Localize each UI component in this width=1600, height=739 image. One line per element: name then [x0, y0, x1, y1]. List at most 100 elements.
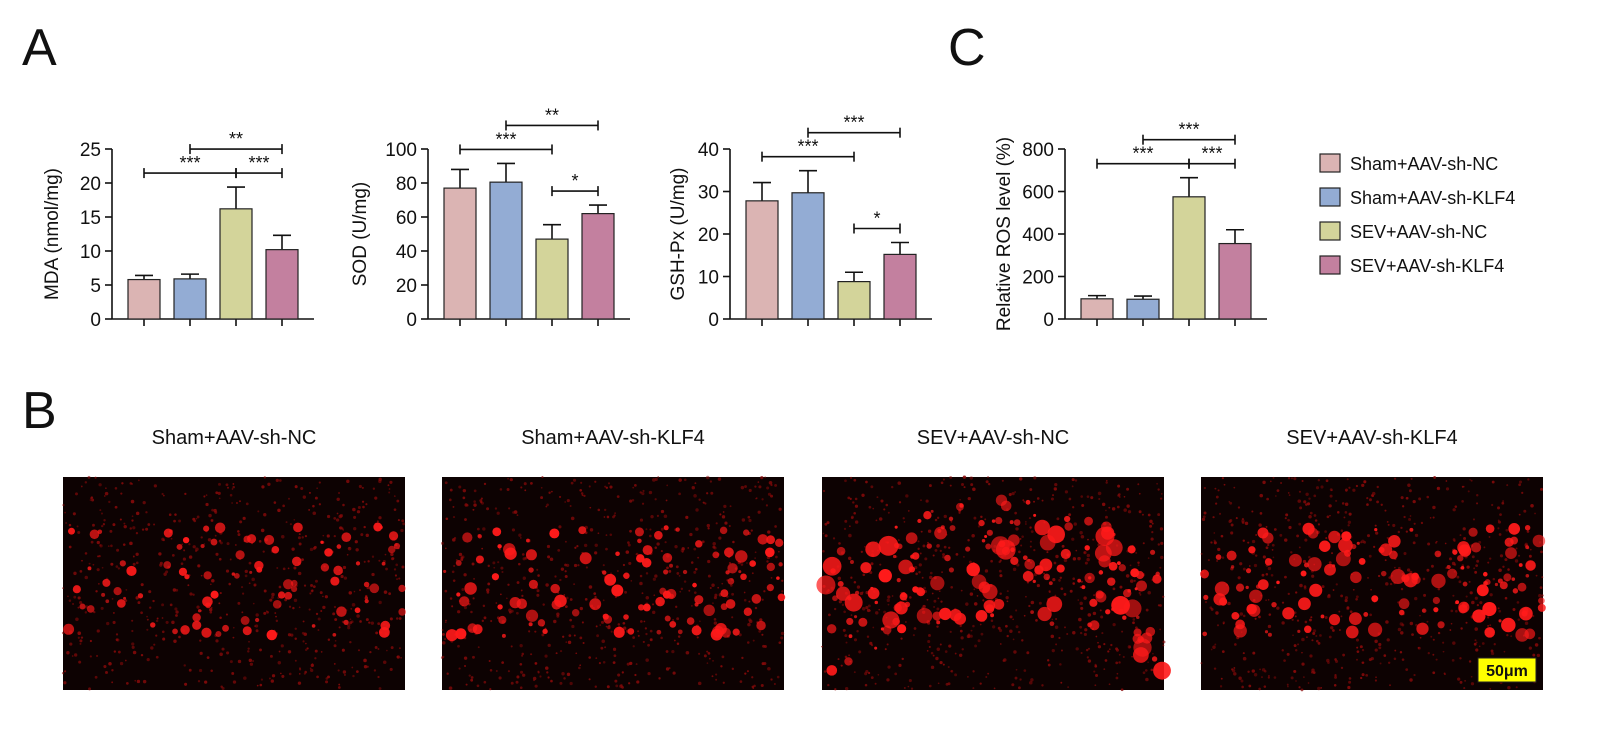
speckle	[1374, 639, 1378, 644]
speckle	[1105, 509, 1107, 512]
speckle	[1053, 561, 1057, 565]
speckle	[541, 475, 544, 479]
speckle	[153, 523, 156, 526]
cell	[1379, 543, 1393, 557]
speckle	[105, 487, 107, 489]
speckle	[1405, 530, 1408, 533]
speckle	[1427, 542, 1431, 546]
speckle	[1468, 580, 1471, 583]
speckle	[196, 515, 200, 519]
speckle	[1144, 669, 1148, 672]
cell	[1358, 558, 1366, 565]
speckle	[96, 540, 100, 545]
speckle	[1275, 495, 1277, 497]
speckle	[539, 675, 542, 678]
speckle	[309, 592, 312, 595]
speckle	[303, 584, 307, 587]
speckle	[451, 605, 454, 608]
speckle	[124, 599, 128, 602]
speckle	[715, 673, 718, 676]
speckle	[1157, 488, 1160, 491]
speckle	[1080, 651, 1083, 655]
cell	[180, 625, 190, 635]
speckle	[869, 641, 873, 645]
speckle	[1332, 589, 1335, 591]
speckle	[960, 482, 965, 487]
cell	[1452, 549, 1458, 555]
cell	[1460, 566, 1465, 570]
speckle	[247, 650, 250, 653]
speckle	[1217, 489, 1220, 492]
speckle	[1399, 622, 1404, 626]
cell	[264, 534, 275, 545]
cell	[1264, 558, 1273, 566]
speckle	[1472, 518, 1476, 521]
speckle	[297, 571, 302, 576]
speckle	[822, 549, 825, 553]
speckle	[1059, 663, 1062, 666]
speckle	[1315, 639, 1319, 643]
speckle	[1253, 673, 1258, 677]
speckle	[225, 569, 230, 573]
speckle	[123, 522, 126, 525]
speckle	[1054, 625, 1059, 630]
speckle	[1029, 540, 1032, 543]
speckle	[1072, 506, 1075, 509]
speckle	[523, 482, 527, 486]
cell	[985, 543, 992, 550]
speckle	[942, 663, 945, 666]
speckle	[312, 511, 317, 515]
speckle	[674, 639, 676, 642]
speckle	[1475, 494, 1479, 497]
speckle	[1213, 539, 1216, 542]
speckle	[449, 597, 453, 600]
speckle	[267, 482, 271, 486]
speckle	[691, 604, 693, 607]
speckle	[66, 651, 70, 655]
speckle	[1489, 624, 1492, 627]
speckle	[832, 537, 836, 540]
speckle	[990, 559, 993, 563]
cell	[613, 626, 625, 638]
speckle	[248, 561, 252, 565]
speckle	[717, 586, 720, 589]
speckle	[1075, 549, 1078, 552]
cell	[656, 629, 662, 635]
speckle	[676, 572, 680, 575]
cell	[1013, 519, 1021, 526]
speckle	[1241, 685, 1244, 689]
y-tick-label: 60	[396, 208, 417, 229]
speckle	[1493, 643, 1496, 646]
speckle	[252, 602, 255, 605]
speckle	[500, 566, 504, 570]
cell	[266, 629, 278, 641]
speckle	[630, 580, 633, 582]
cell	[836, 546, 846, 556]
cell	[908, 566, 916, 573]
cell	[1034, 519, 1050, 536]
speckle	[395, 617, 399, 620]
speckle	[619, 684, 623, 688]
speckle	[561, 672, 565, 676]
speckle	[642, 640, 645, 644]
cell	[1307, 527, 1319, 539]
speckle	[445, 619, 447, 622]
speckle	[1502, 500, 1505, 503]
speckle	[490, 620, 493, 623]
speckle	[325, 680, 329, 684]
speckle	[217, 491, 221, 496]
cell	[205, 602, 212, 609]
speckle	[685, 515, 689, 519]
speckle	[338, 492, 341, 495]
speckle	[628, 682, 631, 685]
speckle	[1008, 493, 1012, 497]
speckle	[1287, 518, 1290, 522]
speckle	[575, 652, 578, 655]
speckle	[277, 508, 281, 513]
speckle	[77, 606, 80, 609]
bar	[173, 278, 207, 320]
speckle	[750, 529, 753, 532]
cell	[865, 541, 881, 558]
speckle	[1349, 610, 1353, 614]
cell	[1105, 609, 1111, 615]
